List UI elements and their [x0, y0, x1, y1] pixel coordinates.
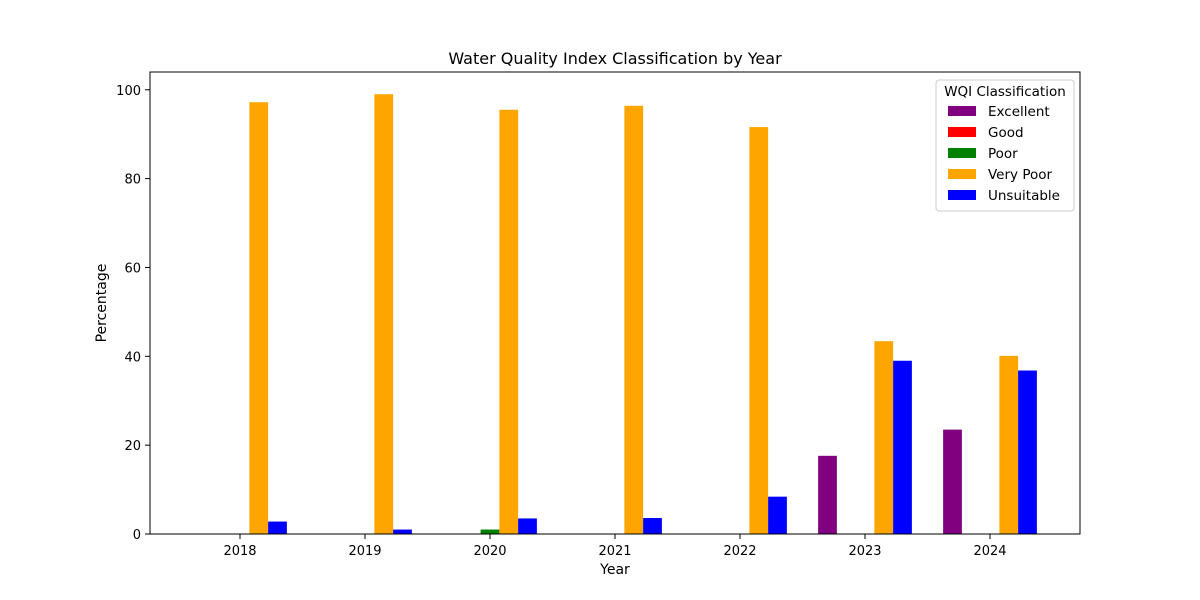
y-tick-label-40: 40 — [124, 350, 141, 365]
x-tick-label-2023: 2023 — [848, 544, 881, 559]
y-tick-label-80: 80 — [124, 173, 141, 188]
x-tick-label-2022: 2022 — [723, 544, 756, 559]
legend-swatch-good — [948, 127, 976, 137]
legend-title: WQI Classification — [944, 84, 1066, 100]
bar-very-poor-2021 — [624, 105, 644, 534]
x-tick-label-2018: 2018 — [223, 544, 256, 559]
legend-swatch-unsuitable — [948, 190, 976, 200]
bar-unsuitable-2023 — [893, 360, 912, 534]
bar-very-poor-2024 — [999, 355, 1019, 534]
bar-poor-2020 — [480, 529, 500, 534]
x-tick-label-2020: 2020 — [473, 544, 506, 559]
x-tick-label-2021: 2021 — [598, 544, 631, 559]
x-axis: 2018 2019 2020 2021 2022 2023 2024 — [223, 534, 1007, 559]
y-tick-label-20: 20 — [124, 439, 141, 454]
x-tick-label-2019: 2019 — [348, 544, 381, 559]
y-axis: 0 20 40 60 80 100 — [116, 84, 150, 543]
bar-excellent-2023 — [818, 455, 837, 534]
bar-very-poor-2023 — [874, 341, 894, 534]
bar-unsuitable-2019 — [393, 529, 412, 534]
legend-swatch-excellent — [948, 106, 976, 116]
chart-title: Water Quality Index Classification by Ye… — [448, 49, 782, 68]
legend-label-good: Good — [988, 125, 1024, 141]
bar-unsuitable-2018 — [268, 521, 287, 534]
bar-very-poor-2019 — [374, 94, 394, 535]
x-tick-label-2024: 2024 — [973, 544, 1006, 559]
legend-label-very-poor: Very Poor — [988, 167, 1053, 183]
bar-very-poor-2020 — [499, 109, 519, 534]
legend-swatch-poor — [948, 148, 976, 158]
plot-frame — [149, 71, 1081, 535]
y-tick-label-100: 100 — [116, 84, 141, 99]
legend-swatch-very-poor — [948, 169, 976, 179]
bar-very-poor-2022 — [749, 127, 769, 534]
bar-excellent-2024 — [943, 429, 962, 534]
y-axis-label: Percentage — [94, 264, 110, 343]
legend-label-excellent: Excellent — [988, 104, 1050, 120]
bars-group — [249, 94, 1037, 535]
x-axis-label: Year — [599, 562, 630, 578]
bar-unsuitable-2020 — [518, 518, 537, 534]
y-tick-label-0: 0 — [133, 528, 141, 543]
bar-unsuitable-2024 — [1018, 370, 1037, 534]
legend-label-unsuitable: Unsuitable — [988, 188, 1060, 204]
bar-very-poor-2018 — [249, 102, 269, 535]
legend: WQI Classification Excellent Good Poor Very… — [935, 79, 1075, 212]
legend-label-poor: Poor — [988, 146, 1018, 162]
bar-unsuitable-2022 — [768, 496, 787, 534]
bar-unsuitable-2021 — [643, 518, 662, 534]
y-tick-label-60: 60 — [124, 261, 141, 276]
